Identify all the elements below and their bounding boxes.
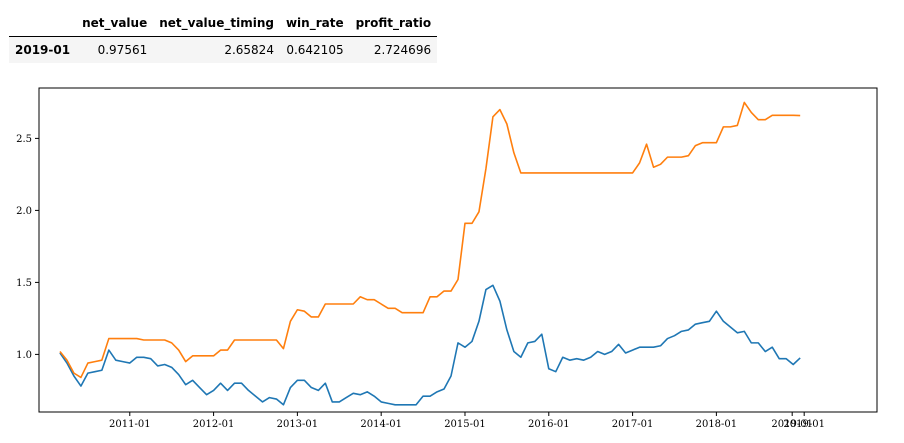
- table-header-row: net_value net_value_timing win_rate prof…: [9, 10, 438, 37]
- plot-area: [38, 87, 878, 413]
- x-tick-label: 2016-01: [528, 419, 570, 430]
- x-tick-label: 2013-01: [277, 419, 319, 430]
- table-cell: 0.97561: [97, 43, 148, 57]
- series-line-1: [59, 284, 801, 406]
- y-axis: 1.0 1.5 2.0 2.5: [16, 134, 39, 361]
- x-tick-label: 2012-01: [193, 419, 235, 430]
- row-index: 2019-01: [15, 43, 71, 57]
- column-header: win_rate: [279, 10, 350, 37]
- x-tick-label: 2018-01: [696, 419, 738, 430]
- table-cell: 0.642105: [286, 43, 344, 57]
- x-tick-label: 2019-01: [771, 419, 813, 430]
- y-tick-label: 1.0: [16, 350, 32, 361]
- x-tick-label: 2015-01: [444, 419, 486, 430]
- series-line-2: [59, 101, 801, 379]
- series-layer: [59, 101, 801, 406]
- x-tick-label: 2017-01: [612, 419, 654, 430]
- x-tick-label: 2011-01: [109, 419, 151, 430]
- index-header: [9, 10, 77, 37]
- y-tick-label: 2.0: [16, 206, 32, 217]
- table-cell: 2.724696: [373, 43, 432, 57]
- column-header: net_value_timing: [153, 10, 280, 37]
- table-row: 2019-01 0.97561 2.65824 0.642105 2.72469…: [9, 36, 438, 63]
- column-header: net_value: [76, 10, 154, 37]
- x-axis: 2011-01 2012-01 2013-01 2014-01 2015-01 2016-…: [109, 412, 825, 430]
- x-tick-label: 2014-01: [360, 419, 402, 430]
- y-tick-label: 1.5: [16, 278, 32, 289]
- x-tick-label: 2019-01: [783, 419, 825, 430]
- column-header: profit_ratio: [349, 10, 438, 37]
- table-cell: 2.65824: [224, 43, 274, 57]
- y-tick-label: 2.5: [16, 134, 32, 145]
- results-table: net_value net_value_timing win_rate prof…: [9, 10, 438, 63]
